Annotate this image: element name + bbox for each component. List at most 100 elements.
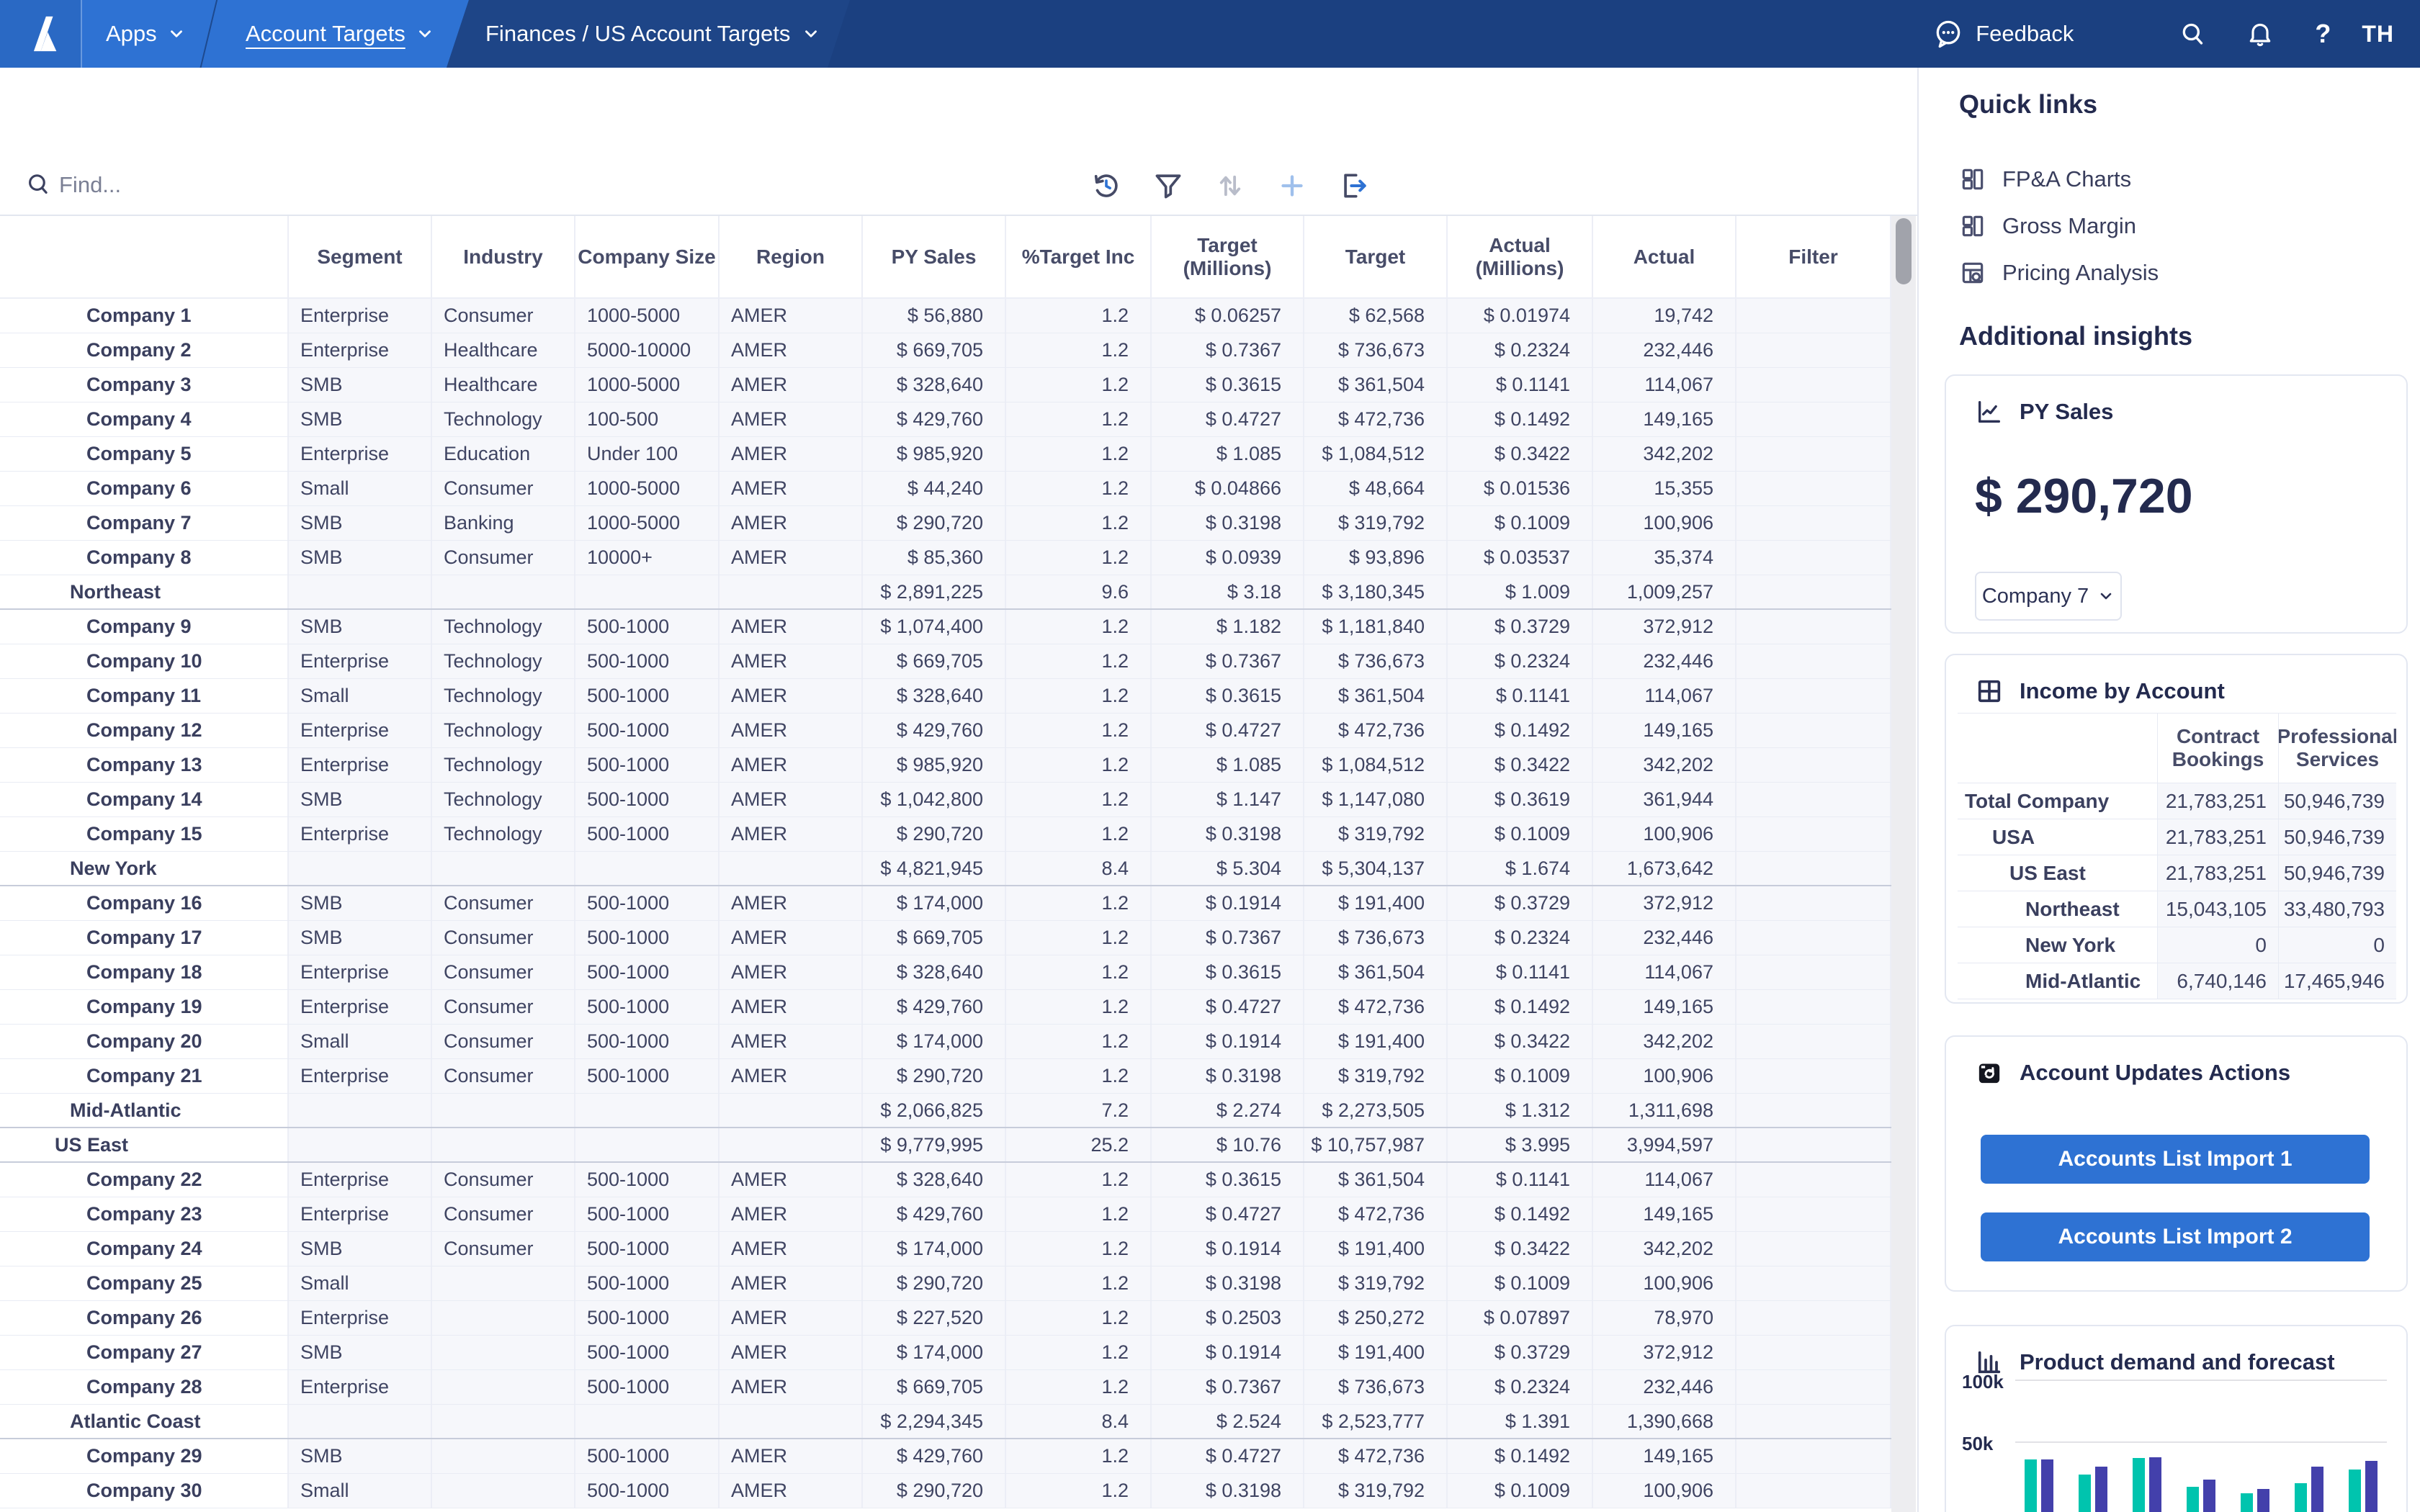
cell-target[interactable]: $ 472,736 bbox=[1304, 1439, 1448, 1473]
cell-company-size[interactable]: 500-1000 bbox=[575, 1474, 720, 1508]
cell-region[interactable]: AMER bbox=[720, 1301, 863, 1335]
cell-filter[interactable] bbox=[1736, 644, 1891, 678]
cell-region[interactable]: AMER bbox=[720, 402, 863, 436]
cell-actual[interactable]: 149,165 bbox=[1593, 714, 1736, 747]
column-header[interactable]: Company Size bbox=[575, 216, 720, 299]
cell-region[interactable]: AMER bbox=[720, 541, 863, 575]
cell-actual-millions[interactable]: $ 0.1009 bbox=[1448, 1059, 1593, 1093]
cell-py-sales[interactable]: $ 328,640 bbox=[863, 679, 1006, 713]
table-row[interactable]: Company 2 Enterprise Healthcare 5000-100… bbox=[0, 333, 1891, 368]
row-label[interactable]: Company 28 bbox=[0, 1370, 289, 1404]
cell-industry[interactable]: Technology bbox=[432, 783, 575, 816]
cell-target-millions[interactable]: $ 1.182 bbox=[1152, 610, 1304, 644]
cell-target-inc[interactable]: 7.2 bbox=[1006, 1094, 1152, 1127]
cell-target-millions[interactable]: $ 0.7367 bbox=[1152, 921, 1304, 955]
cell-target-inc[interactable]: 1.2 bbox=[1006, 714, 1152, 747]
cell-company-size[interactable]: 1000-5000 bbox=[575, 472, 720, 505]
cell-segment[interactable]: Enterprise bbox=[289, 748, 432, 782]
cell-company-size[interactable]: 500-1000 bbox=[575, 1301, 720, 1335]
cell-segment[interactable]: SMB bbox=[289, 783, 432, 816]
cell-region[interactable] bbox=[720, 852, 863, 885]
cell-region[interactable]: AMER bbox=[720, 714, 863, 747]
workspace-tab[interactable]: Finances / US Account Targets bbox=[447, 0, 850, 68]
cell-region[interactable]: AMER bbox=[720, 472, 863, 505]
cell-actual[interactable]: 15,355 bbox=[1593, 472, 1736, 505]
cell-industry[interactable]: Consumer bbox=[432, 472, 575, 505]
cell-filter[interactable] bbox=[1736, 955, 1891, 989]
income-row[interactable]: New York 0 0 bbox=[1958, 927, 2396, 963]
cell-segment[interactable] bbox=[289, 1128, 432, 1161]
cell-actual[interactable]: 232,446 bbox=[1593, 921, 1736, 955]
cell-region[interactable]: AMER bbox=[720, 1059, 863, 1093]
cell-py-sales[interactable]: $ 985,920 bbox=[863, 748, 1006, 782]
cell-py-sales[interactable]: $ 290,720 bbox=[863, 1474, 1006, 1508]
cell-segment[interactable]: Enterprise bbox=[289, 817, 432, 851]
income-row[interactable]: Northeast 15,043,105 33,480,793 bbox=[1958, 891, 2396, 927]
cell-py-sales[interactable]: $ 429,760 bbox=[863, 1197, 1006, 1231]
cell-target-millions[interactable]: $ 0.4727 bbox=[1152, 402, 1304, 436]
cell-filter[interactable] bbox=[1736, 1336, 1891, 1369]
cell-company-size[interactable]: 1000-5000 bbox=[575, 299, 720, 333]
company-selector[interactable]: Company 7 bbox=[1975, 572, 2122, 621]
cell-target-inc[interactable]: 1.2 bbox=[1006, 610, 1152, 644]
cell-actual[interactable]: 342,202 bbox=[1593, 1232, 1736, 1266]
cell-actual-millions[interactable]: $ 0.3729 bbox=[1448, 886, 1593, 920]
cell-industry[interactable] bbox=[432, 1336, 575, 1369]
row-label[interactable]: Mid-Atlantic bbox=[0, 1094, 289, 1127]
income-row-label[interactable]: New York bbox=[1958, 927, 2158, 963]
cell-actual[interactable]: 232,446 bbox=[1593, 644, 1736, 678]
cell-py-sales[interactable]: $ 174,000 bbox=[863, 1232, 1006, 1266]
cell-target-millions[interactable]: $ 0.4727 bbox=[1152, 714, 1304, 747]
cell-target-millions[interactable]: $ 0.3615 bbox=[1152, 1163, 1304, 1197]
cell-target[interactable]: $ 472,736 bbox=[1304, 990, 1448, 1024]
column-header[interactable]: Actual bbox=[1593, 216, 1736, 299]
cell-target-inc[interactable]: 1.2 bbox=[1006, 955, 1152, 989]
cell-target[interactable]: $ 48,664 bbox=[1304, 472, 1448, 505]
cell-industry[interactable]: Consumer bbox=[432, 1025, 575, 1058]
cell-target-millions[interactable]: $ 0.4727 bbox=[1152, 990, 1304, 1024]
cell-target[interactable]: $ 5,304,137 bbox=[1304, 852, 1448, 885]
cell-target-inc[interactable]: 1.2 bbox=[1006, 1266, 1152, 1300]
apps-menu[interactable]: Apps bbox=[106, 0, 186, 68]
cell-segment[interactable]: SMB bbox=[289, 402, 432, 436]
cell-target-inc[interactable]: 25.2 bbox=[1006, 1128, 1152, 1161]
income-contract-bookings[interactable]: 0 bbox=[2158, 927, 2279, 963]
income-contract-bookings[interactable]: 21,783,251 bbox=[2158, 819, 2279, 855]
cell-py-sales[interactable]: $ 328,640 bbox=[863, 955, 1006, 989]
income-contract-bookings[interactable]: 21,783,251 bbox=[2158, 855, 2279, 891]
cell-actual-millions[interactable]: $ 0.1141 bbox=[1448, 955, 1593, 989]
cell-region[interactable]: AMER bbox=[720, 1197, 863, 1231]
cell-filter[interactable] bbox=[1736, 679, 1891, 713]
income-row[interactable]: Mid-Atlantic 6,740,146 17,465,946 bbox=[1958, 963, 2396, 999]
cell-target-millions[interactable]: $ 0.0939 bbox=[1152, 541, 1304, 575]
cell-target-inc[interactable]: 1.2 bbox=[1006, 783, 1152, 816]
cell-py-sales[interactable]: $ 429,760 bbox=[863, 714, 1006, 747]
cell-target-millions[interactable]: $ 0.3198 bbox=[1152, 1059, 1304, 1093]
cell-actual[interactable]: 100,906 bbox=[1593, 506, 1736, 540]
cell-actual[interactable]: 1,009,257 bbox=[1593, 575, 1736, 608]
table-row[interactable]: Company 23 Enterprise Consumer 500-1000 … bbox=[0, 1197, 1891, 1232]
row-label[interactable]: Company 4 bbox=[0, 402, 289, 436]
cell-target[interactable]: $ 10,757,987 bbox=[1304, 1128, 1448, 1161]
cell-industry[interactable]: Consumer bbox=[432, 1197, 575, 1231]
cell-industry[interactable]: Banking bbox=[432, 506, 575, 540]
cell-region[interactable]: AMER bbox=[720, 1474, 863, 1508]
table-row[interactable]: Company 24 SMB Consumer 500-1000 AMER $ … bbox=[0, 1232, 1891, 1266]
cell-company-size[interactable]: 10000+ bbox=[575, 541, 720, 575]
cell-actual[interactable]: 232,446 bbox=[1593, 1370, 1736, 1404]
cell-target[interactable]: $ 62,568 bbox=[1304, 299, 1448, 333]
cell-industry[interactable]: Technology bbox=[432, 748, 575, 782]
cell-py-sales[interactable]: $ 429,760 bbox=[863, 402, 1006, 436]
cell-company-size[interactable]: 500-1000 bbox=[575, 886, 720, 920]
cell-filter[interactable] bbox=[1736, 1094, 1891, 1127]
cell-py-sales[interactable]: $ 290,720 bbox=[863, 1059, 1006, 1093]
cell-target-inc[interactable]: 1.2 bbox=[1006, 1439, 1152, 1473]
cell-segment[interactable]: Small bbox=[289, 679, 432, 713]
cell-target-inc[interactable]: 1.2 bbox=[1006, 541, 1152, 575]
cell-target[interactable]: $ 191,400 bbox=[1304, 886, 1448, 920]
cell-segment[interactable]: Enterprise bbox=[289, 644, 432, 678]
cell-company-size[interactable]: 1000-5000 bbox=[575, 368, 720, 402]
cell-industry[interactable] bbox=[432, 852, 575, 885]
cell-filter[interactable] bbox=[1736, 1474, 1891, 1508]
cell-region[interactable]: AMER bbox=[720, 990, 863, 1024]
